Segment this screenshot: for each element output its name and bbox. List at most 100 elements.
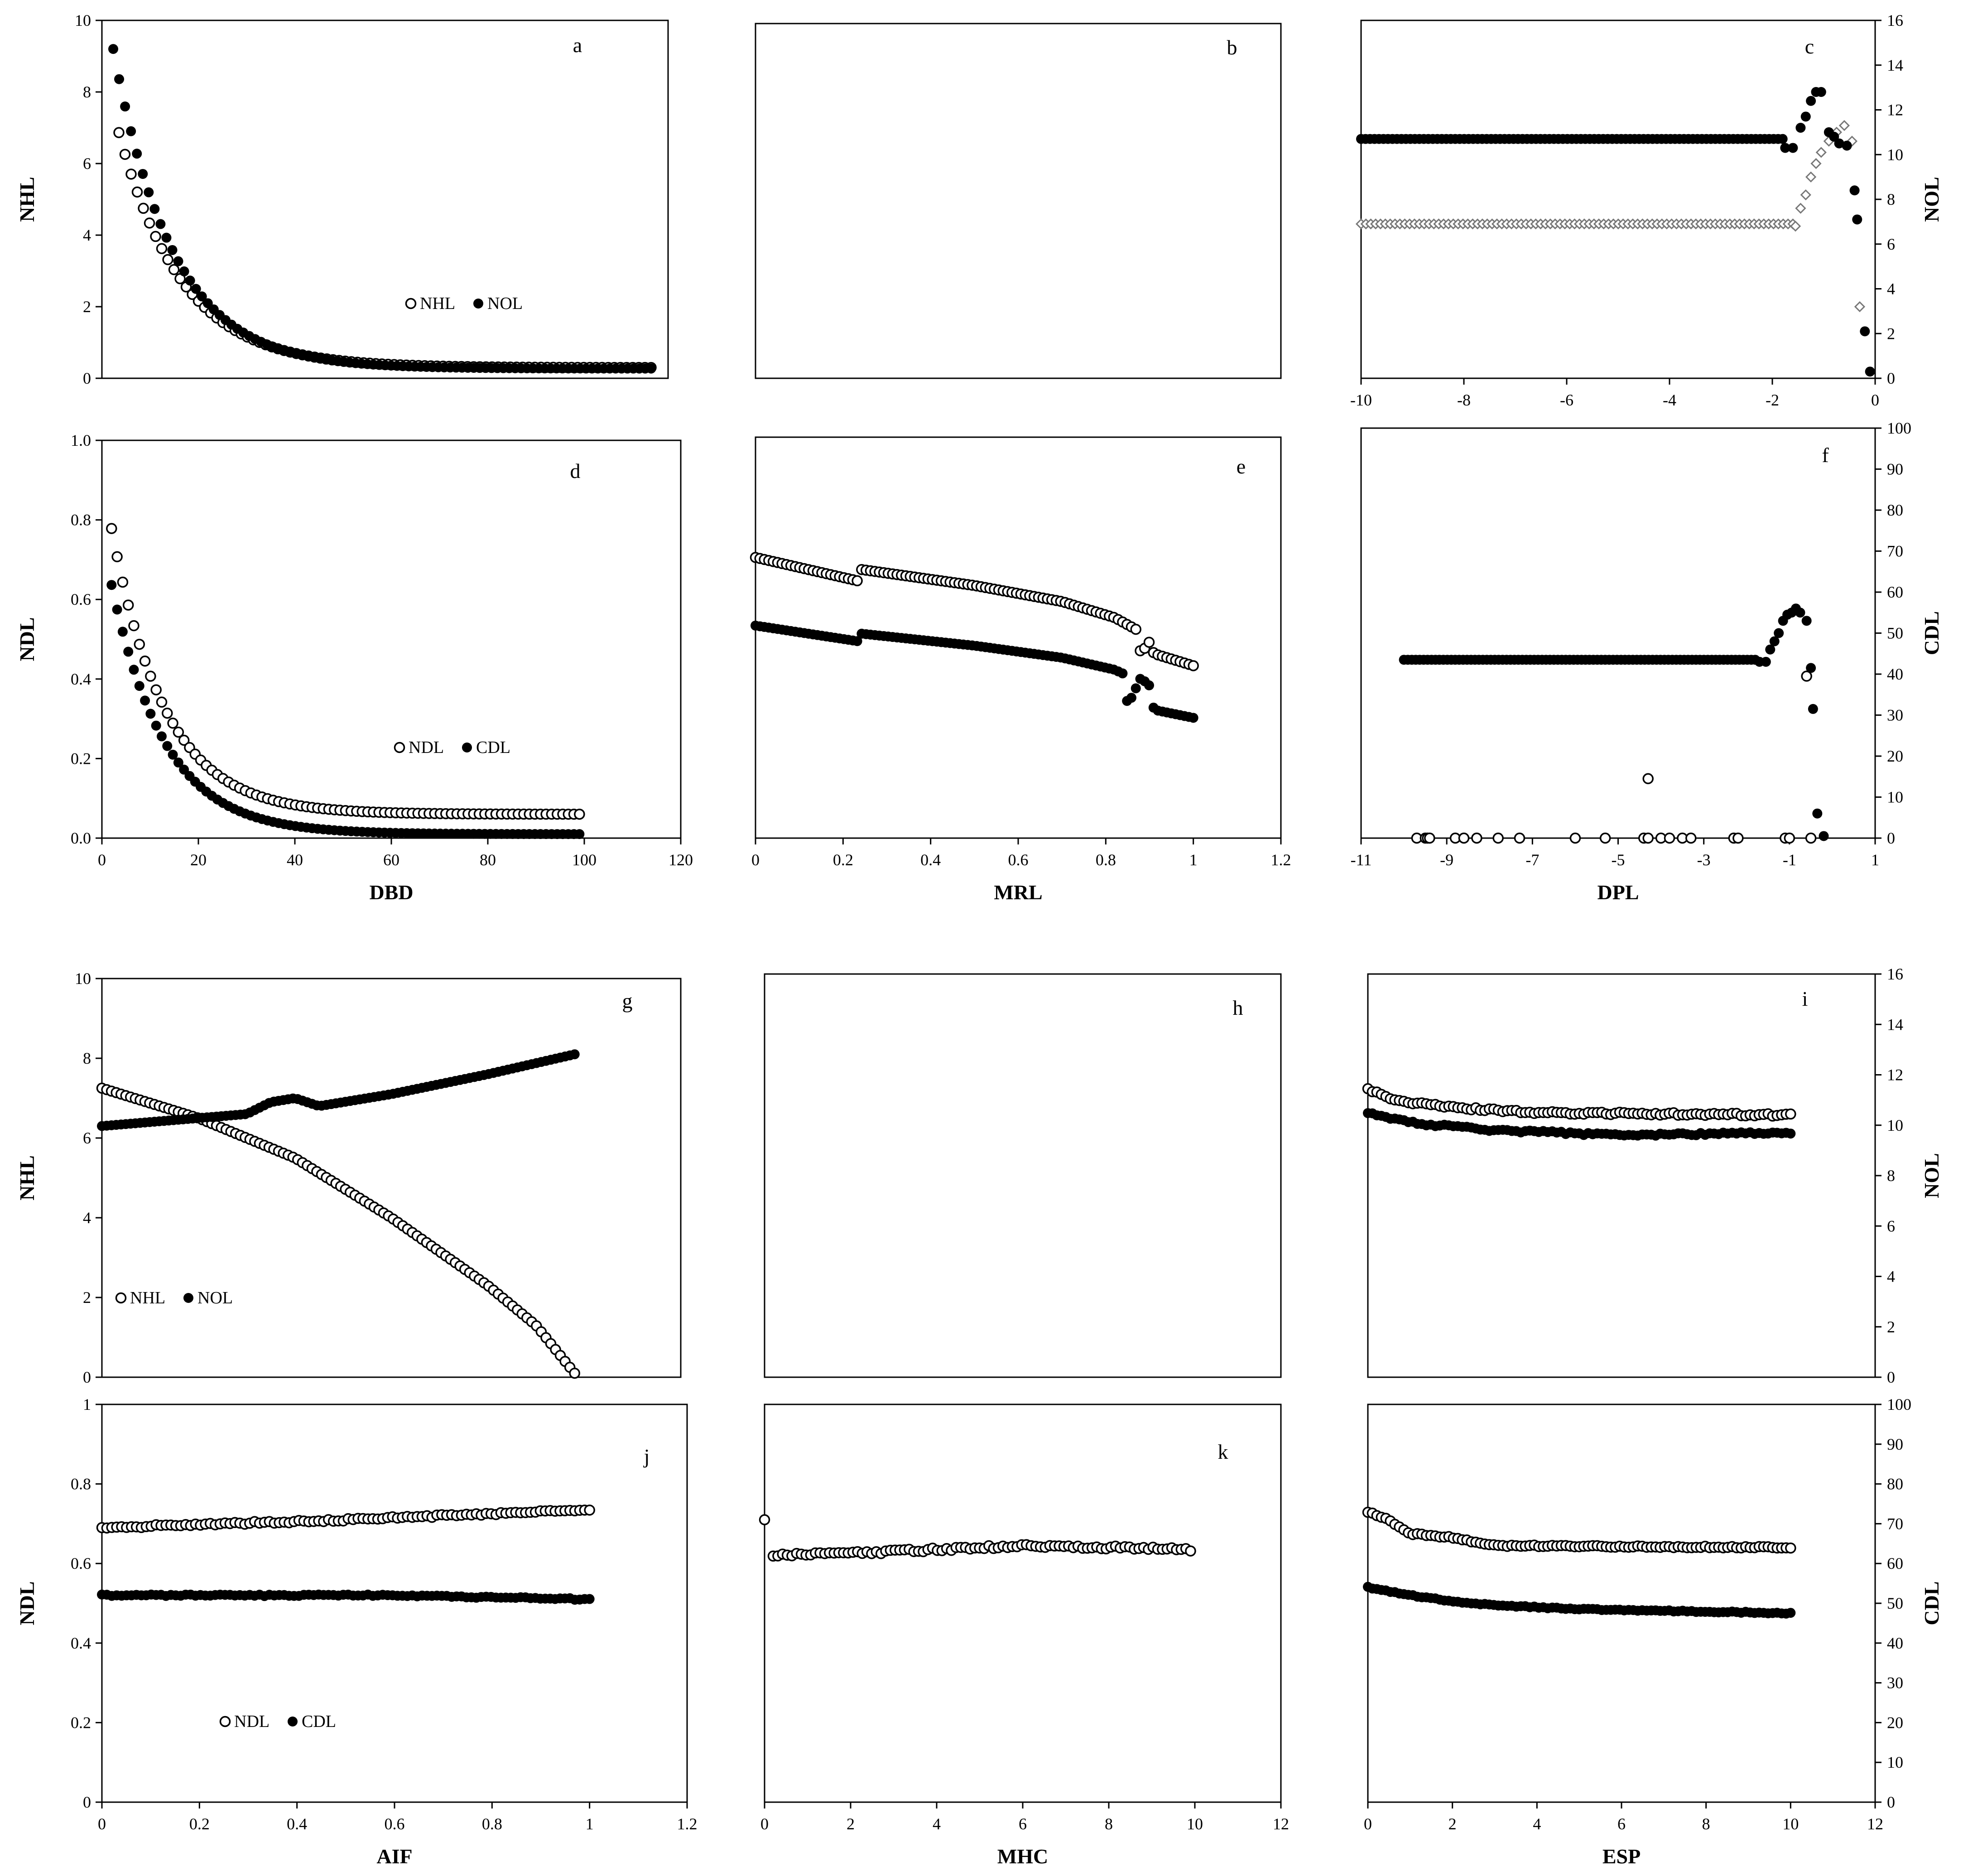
x-tick-label: -9 [1440,851,1453,869]
y2-tick-label: 100 [1887,1395,1911,1413]
x-tick-label: 0.4 [920,851,941,869]
data-point [179,266,189,277]
data-point [1785,1128,1796,1139]
y2-tick-label: 40 [1887,665,1903,683]
data-point [1819,831,1829,841]
x-tick-label: 4 [1533,1815,1541,1833]
data-point [852,575,863,587]
data-point [1664,832,1675,844]
data-point [173,757,183,768]
x-tick-label: 2 [847,1815,855,1833]
data-point [1185,1545,1196,1557]
data-point [852,636,862,646]
data-point [1806,96,1816,106]
y-tick-label: 8 [83,1049,91,1067]
legend-label: NHL [130,1288,165,1307]
panel-letter: j [643,1445,650,1468]
data-point [1812,808,1823,819]
plot-frame [101,978,682,1378]
panel-letter: i [1802,987,1808,1010]
legend-marker [288,1717,298,1726]
y2-tick-label: 80 [1887,1475,1903,1493]
y-tick-label: 0.2 [71,1713,91,1731]
y2-tick-label: 60 [1887,1554,1903,1572]
data-point [1860,326,1870,337]
panel-h: h [764,973,1282,1378]
x-tick-label: 12 [1867,1815,1883,1833]
y2-tick-label: 60 [1887,583,1903,601]
y2-tick-label: 4 [1887,280,1895,298]
panel-letter: g [622,989,633,1013]
series-ndl [96,1505,595,1534]
data-point [1849,185,1860,196]
data-point [1795,203,1806,214]
data-point [144,187,154,198]
x-tick-label: -6 [1560,391,1573,409]
data-point [1492,832,1504,844]
plot-frame [755,23,1282,379]
data-point [1777,134,1788,144]
data-point [1805,171,1817,183]
panel-letter: h [1233,996,1243,1019]
x-tick-label: 12 [1273,1815,1289,1833]
data-point [117,576,129,588]
data-point [1188,713,1198,723]
y-tick-label: 0 [83,1793,91,1811]
y2-tick-label: 70 [1887,1514,1903,1533]
panel-letter: d [570,459,581,482]
data-point [162,254,173,265]
data-point [151,720,161,731]
data-point [1131,683,1141,694]
data-point [1765,644,1776,655]
legend-marker [183,1293,193,1303]
series-cdl [1363,1582,1796,1619]
x-tick-label: 40 [287,851,303,869]
y2-tick-label: 16 [1887,11,1903,29]
data-point [1424,832,1435,844]
data-point [122,599,134,611]
data-point [117,627,128,637]
series-ndl [1362,1506,1796,1554]
y-tick-label: 0.8 [71,1475,91,1493]
data-point [1514,832,1525,844]
series-cdl [751,620,1198,723]
plot-frame [764,1403,1282,1803]
panel-letter: e [1237,455,1246,478]
data-point [108,44,118,54]
data-point [1769,636,1780,646]
series-nol [1356,134,1788,144]
data-point [161,232,172,243]
data-point [569,1049,580,1060]
data-point [1785,1608,1796,1618]
data-point [1788,143,1798,153]
panel-l: 0 10 20 30 40 50 60 70 80 90 100 0 2 4 6 8 10 12 CDL ESP [1362,1395,1943,1868]
panel-i: 0 2 4 6 8 10 12 14 16 NOL i [1362,965,1943,1386]
x-tick-label: 80 [480,851,496,869]
series-nol [1780,87,1875,377]
x-tick-label: 0 [751,851,760,869]
data-point [569,1367,580,1379]
y2-tick-label: 30 [1887,1674,1903,1692]
x-tick-label: 0 [1871,391,1879,409]
panel-j: 0 0.2 0.4 0.6 0.8 1 0 0.2 0.4 0.6 0.8 1 1.2 NDL AIF j ND… [15,1395,698,1868]
data-point [1795,123,1806,133]
legend-marker [473,299,483,309]
panel-letter: k [1218,1440,1228,1463]
x-tick-label: -5 [1612,851,1625,869]
data-point [138,203,149,214]
x-tick-label: 1 [586,1815,594,1833]
series-nol [1363,1108,1796,1141]
data-point [156,243,168,254]
data-point [119,149,131,160]
x-tick-label: 120 [669,851,693,869]
y2-tick-label: 0 [1887,829,1895,847]
data-point [1800,111,1811,122]
y2-tick-label: 14 [1887,1015,1903,1033]
x-tick-label: -8 [1457,391,1471,409]
data-point [106,523,117,534]
data-point [1761,656,1771,667]
y-axis-label: NHL [15,177,38,222]
data-point [129,665,139,675]
data-point [646,363,656,374]
